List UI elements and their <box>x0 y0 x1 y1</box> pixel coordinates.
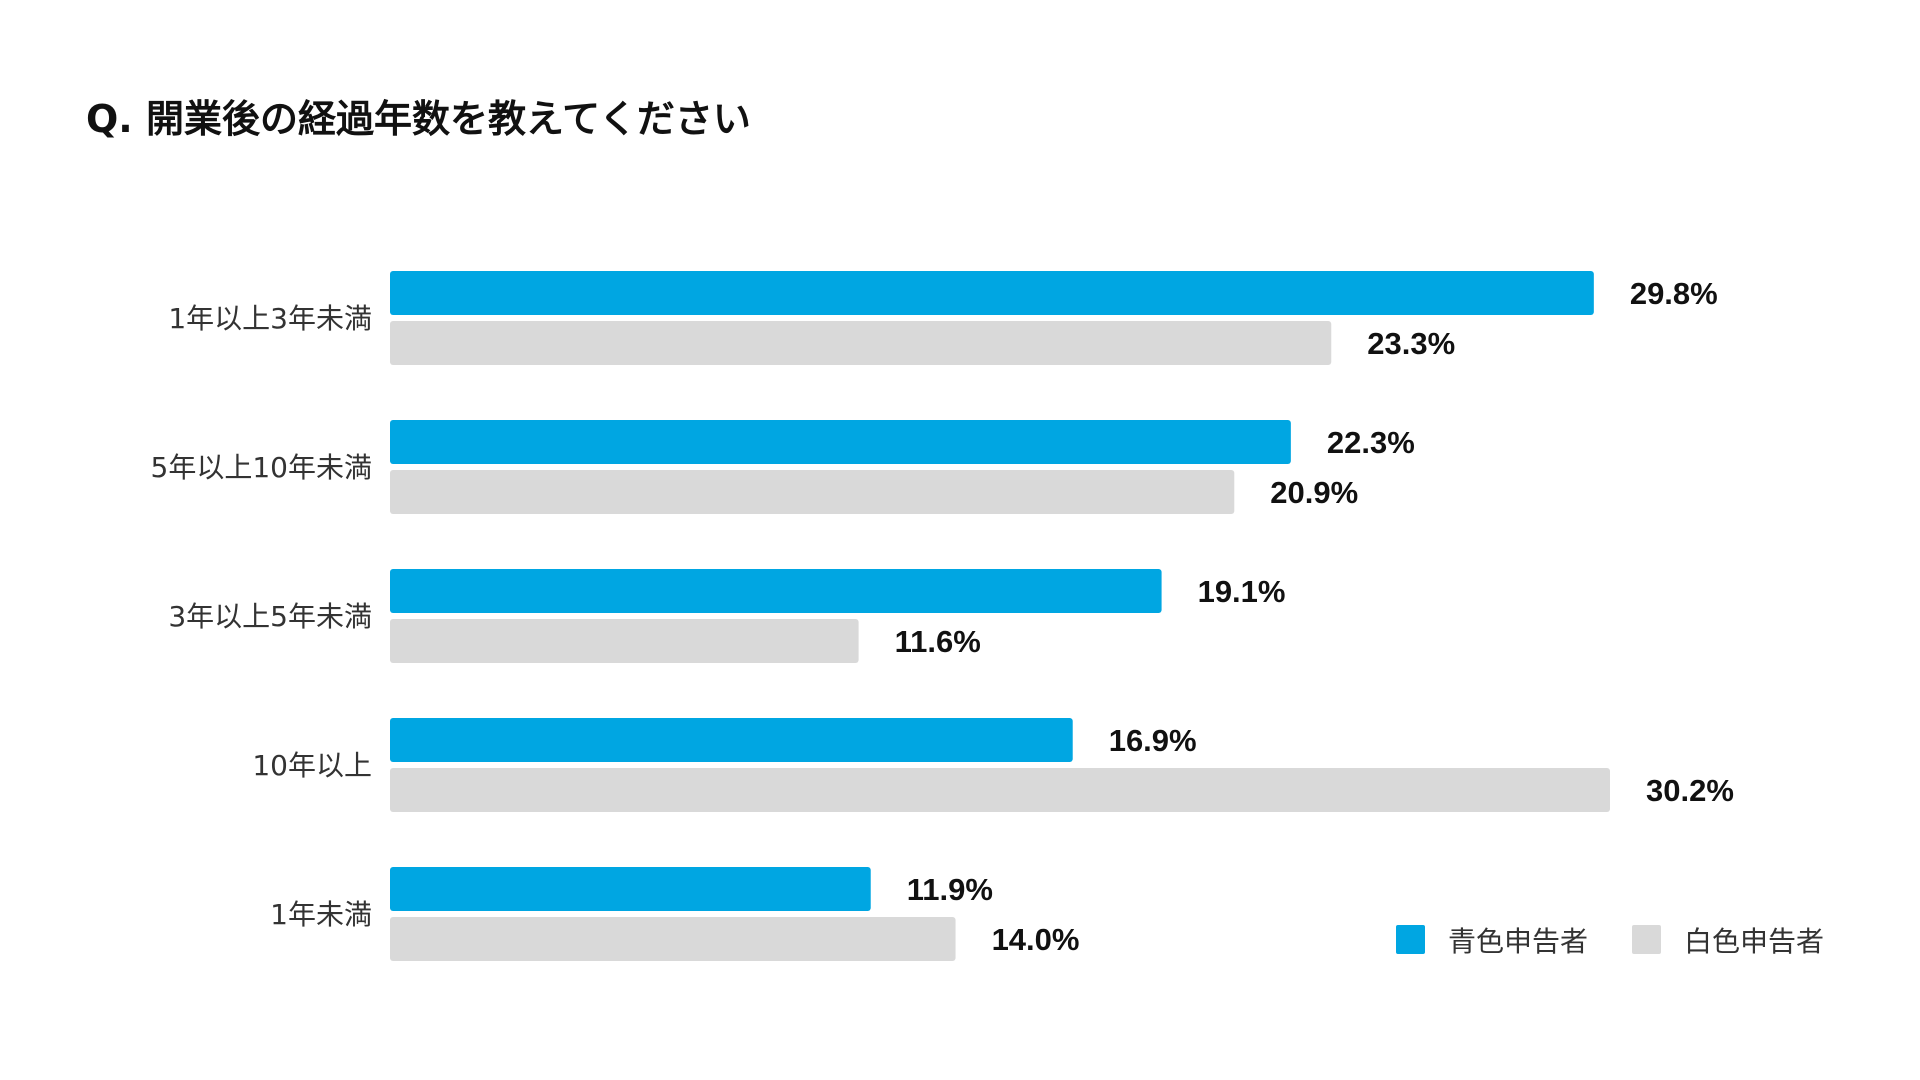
bar-white-4 <box>390 917 956 961</box>
bar-white-3 <box>390 768 1610 812</box>
legend-swatch-blue <box>1396 925 1425 954</box>
labels-layer: 1年以上3年未満 29.8% 23.3% 5年以上10年未満 22.3% 20.9% 3年以… <box>151 276 1734 957</box>
value-label-blue-1: 22.3% <box>1327 425 1415 460</box>
legend-swatch-white <box>1632 925 1661 954</box>
value-label-white-0: 23.3% <box>1367 326 1455 361</box>
bar-blue-3 <box>390 718 1073 762</box>
category-label-4: 1年未満 <box>270 898 372 931</box>
bar-white-1 <box>390 470 1235 514</box>
category-label-1: 5年以上10年未満 <box>151 451 372 484</box>
value-label-white-3: 30.2% <box>1646 773 1734 808</box>
bars-layer <box>390 271 1610 961</box>
chart-title: Q. 開業後の経過年数を教えてください <box>86 97 751 141</box>
value-label-white-4: 14.0% <box>992 922 1080 957</box>
bar-blue-0 <box>390 271 1594 315</box>
value-label-blue-0: 29.8% <box>1630 276 1718 311</box>
legend-label-blue: 青色申告者 <box>1448 925 1588 958</box>
category-label-3: 10年以上 <box>252 749 372 782</box>
category-label-0: 1年以上3年未満 <box>168 302 372 335</box>
bar-white-0 <box>390 321 1332 365</box>
legend: 青色申告者 白色申告者 <box>1396 925 1824 958</box>
value-label-white-1: 20.9% <box>1270 475 1358 510</box>
value-label-white-2: 11.6% <box>895 624 981 659</box>
category-label-2: 3年以上5年未満 <box>168 600 372 633</box>
bar-blue-1 <box>390 420 1291 464</box>
legend-label-white: 白色申告者 <box>1684 925 1824 958</box>
value-label-blue-3: 16.9% <box>1109 723 1197 758</box>
value-label-blue-4: 11.9% <box>907 872 993 907</box>
value-label-blue-2: 19.1% <box>1198 574 1286 609</box>
bar-white-2 <box>390 619 859 663</box>
bar-blue-2 <box>390 569 1162 613</box>
bar-blue-4 <box>390 867 871 911</box>
